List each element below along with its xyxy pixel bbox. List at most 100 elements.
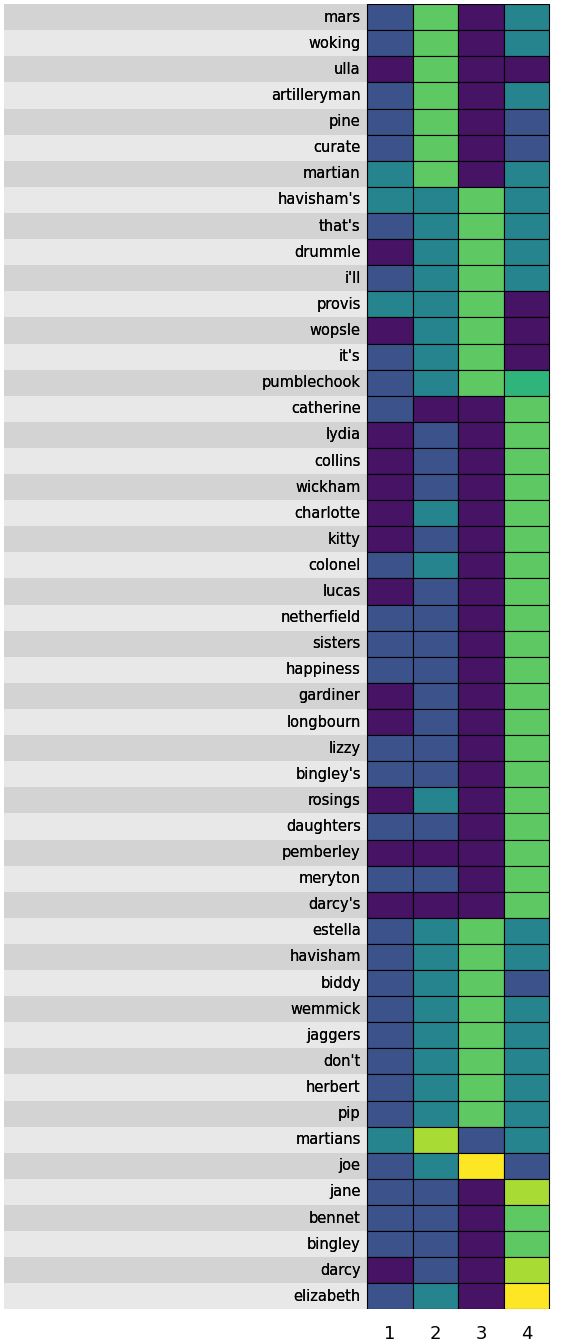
Text: darcy: darcy — [320, 1263, 361, 1278]
Text: longbourn: longbourn — [286, 715, 361, 730]
Bar — [367, 109, 413, 134]
Text: gardiner: gardiner — [299, 688, 361, 703]
Bar — [458, 1126, 504, 1153]
Bar — [458, 578, 504, 605]
Bar — [458, 1048, 504, 1074]
Bar — [367, 239, 413, 265]
Text: joe: joe — [339, 1159, 361, 1173]
Bar — [413, 605, 458, 630]
Bar — [504, 212, 549, 239]
Bar — [367, 265, 413, 292]
Text: provis: provis — [316, 297, 361, 312]
Text: pemberley: pemberley — [282, 845, 361, 860]
Text: jaggers: jaggers — [306, 1028, 361, 1043]
Bar — [4, 395, 549, 422]
Bar — [504, 1153, 549, 1179]
Text: daughters: daughters — [286, 818, 361, 835]
Bar — [4, 1153, 361, 1179]
Bar — [504, 552, 549, 578]
Bar — [413, 82, 458, 109]
Bar — [413, 448, 458, 474]
Bar — [458, 1179, 504, 1206]
Bar — [4, 813, 549, 840]
Text: havisham's: havisham's — [278, 192, 361, 207]
Bar — [504, 891, 549, 918]
Text: mars: mars — [324, 9, 361, 24]
Bar — [504, 918, 549, 943]
Bar — [367, 422, 413, 448]
Text: wopsle: wopsle — [310, 323, 361, 337]
Text: martian: martian — [303, 167, 361, 181]
Bar — [4, 996, 549, 1023]
Bar — [4, 1101, 549, 1126]
Bar — [458, 1074, 504, 1101]
Bar — [367, 657, 413, 683]
Bar — [413, 527, 458, 552]
Bar — [504, 1126, 549, 1153]
Bar — [4, 578, 361, 605]
Bar — [458, 161, 504, 187]
Text: elizabeth: elizabeth — [293, 1289, 361, 1304]
Bar — [367, 317, 413, 344]
Bar — [4, 630, 361, 657]
Bar — [413, 578, 458, 605]
Bar — [4, 1206, 361, 1231]
Bar — [458, 239, 504, 265]
Text: longbourn: longbourn — [286, 715, 361, 730]
Bar — [4, 1179, 361, 1206]
Bar — [4, 761, 361, 788]
Bar — [4, 4, 549, 31]
Bar — [4, 56, 361, 82]
Bar — [367, 4, 413, 31]
Bar — [504, 161, 549, 187]
Bar — [367, 1231, 413, 1257]
Bar — [504, 344, 549, 370]
Bar — [4, 1284, 549, 1309]
Bar — [4, 134, 361, 161]
Text: kitty: kitty — [328, 532, 361, 547]
Bar — [367, 788, 413, 813]
Bar — [4, 943, 361, 970]
Bar — [504, 187, 549, 212]
Bar — [367, 552, 413, 578]
Text: estella: estella — [312, 923, 361, 938]
Bar — [413, 239, 458, 265]
Bar — [4, 578, 549, 605]
Bar — [413, 474, 458, 500]
Bar — [4, 500, 549, 527]
Bar — [413, 683, 458, 710]
Bar — [504, 239, 549, 265]
Bar — [458, 474, 504, 500]
Bar — [504, 1231, 549, 1257]
Bar — [367, 31, 413, 56]
Bar — [367, 866, 413, 891]
Bar — [458, 943, 504, 970]
Bar — [4, 1101, 361, 1126]
Text: 3: 3 — [475, 1325, 487, 1343]
Bar — [504, 970, 549, 996]
Bar — [4, 4, 361, 31]
Bar — [4, 448, 361, 474]
Bar — [458, 1101, 504, 1126]
Bar — [458, 317, 504, 344]
Text: lucas: lucas — [323, 585, 361, 599]
Text: darcy: darcy — [320, 1263, 361, 1278]
Bar — [458, 344, 504, 370]
Bar — [367, 448, 413, 474]
Bar — [367, 56, 413, 82]
Text: jane: jane — [329, 1184, 361, 1199]
Bar — [504, 1048, 549, 1074]
Bar — [413, 317, 458, 344]
Text: havisham: havisham — [289, 949, 361, 965]
Text: provis: provis — [316, 297, 361, 312]
Bar — [458, 710, 504, 735]
Bar — [413, 552, 458, 578]
Bar — [4, 317, 549, 344]
Bar — [4, 813, 361, 840]
Bar — [4, 683, 549, 710]
Bar — [413, 657, 458, 683]
Bar — [367, 370, 413, 395]
Bar — [504, 657, 549, 683]
Bar — [504, 813, 549, 840]
Bar — [413, 31, 458, 56]
